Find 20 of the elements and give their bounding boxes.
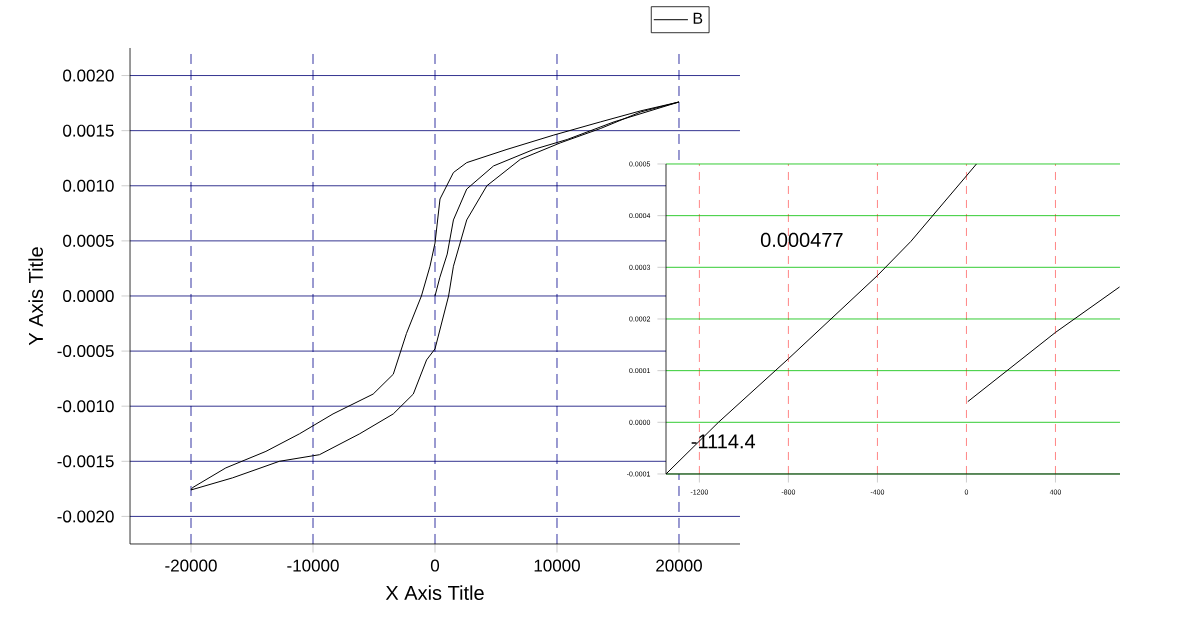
- x-tick-label: 10000: [534, 559, 580, 572]
- y-tick-label: 0.0005: [63, 234, 114, 247]
- x-tick-label: 20000: [656, 559, 702, 572]
- y-tick-label: -0.0015: [57, 455, 114, 468]
- y-tick-label: 0.0000: [63, 289, 114, 302]
- legend-label: B: [693, 12, 703, 24]
- y-tick-label: -0.0010: [57, 400, 114, 413]
- x-tick-label: -20000: [165, 559, 217, 572]
- x-axis-title: X Axis Title: [385, 585, 484, 601]
- annotation: 0.000477: [760, 232, 843, 247]
- x-tick-label: -10000: [287, 559, 339, 572]
- y-tick-label: -0.0020: [57, 510, 114, 523]
- y-axis-title: Y Axis Title: [28, 247, 44, 346]
- y-tick-label: -0.0005: [57, 345, 114, 358]
- x-tick-label: 0: [430, 559, 440, 572]
- annotation: -1114.4: [691, 434, 756, 449]
- y-tick-label: 0.0015: [63, 124, 114, 137]
- y-tick-label: 0.0010: [63, 179, 114, 192]
- line-series: [190, 101, 680, 491]
- y-tick-label: 0.0020: [63, 69, 114, 82]
